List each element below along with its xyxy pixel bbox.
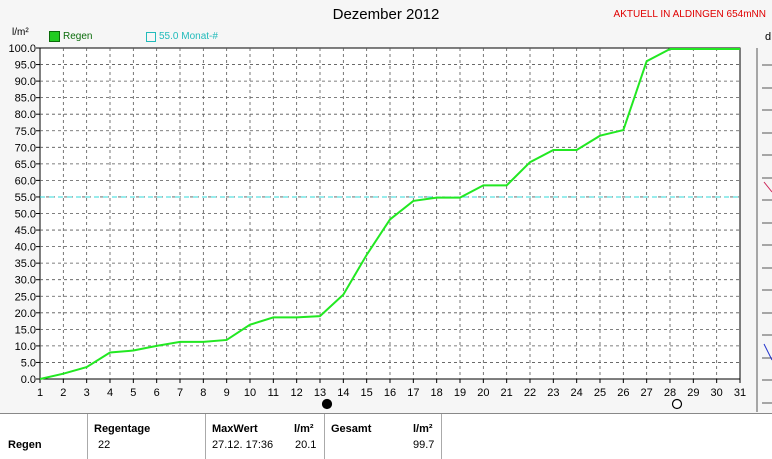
y-tick-label: 15.0: [15, 324, 36, 336]
y-tick-label: 25.0: [15, 291, 36, 303]
table-divider: [205, 414, 206, 459]
y-tick-label: 75.0: [15, 126, 36, 138]
table-row-label: Regen: [8, 439, 42, 451]
x-tick-label: 15: [361, 387, 373, 399]
x-tick-label: 17: [407, 387, 419, 399]
x-tick-label: 24: [571, 387, 583, 399]
y-tick-label: 30.0: [15, 275, 36, 287]
x-tick-label: 8: [200, 387, 206, 399]
x-axis-ticks: 1 2 3 4 5 6 7 8 9 10 11 12 13 14 15 16 17 18 19 20 21 22 23 24 2…: [37, 379, 746, 399]
filled-circle-marker: [321, 398, 333, 410]
right-edge-mark-red: [763, 181, 772, 193]
y-tick-label: 60.0: [15, 175, 36, 187]
x-tick-label: 18: [431, 387, 443, 399]
x-tick-label: 16: [384, 387, 396, 399]
x-tick-label: 19: [454, 387, 466, 399]
y-tick-label: 0.0: [21, 374, 36, 386]
x-tick-label: 9: [224, 387, 230, 399]
x-tick-label: 27: [641, 387, 653, 399]
x-tick-label: 12: [291, 387, 303, 399]
y-tick-label: 70.0: [15, 142, 36, 154]
y-tick-label: 10.0: [15, 341, 36, 353]
x-tick-label: 2: [60, 387, 66, 399]
legend-monat: 55.0 Monat-#: [146, 31, 218, 42]
y-tick-label: 95.0: [15, 60, 36, 72]
x-tick-label: 22: [524, 387, 536, 399]
regentage-value: 22: [98, 439, 111, 451]
table-divider: [441, 414, 442, 459]
x-tick-label: 1: [37, 387, 43, 399]
x-tick-label: 31: [734, 387, 746, 399]
gesamt-unit: l/m²: [413, 423, 433, 435]
x-tick-label: 5: [130, 387, 136, 399]
open-circle-marker: [671, 398, 683, 410]
table-divider: [87, 414, 88, 459]
y-tick-label: 35.0: [15, 258, 36, 270]
x-tick-label: 26: [617, 387, 629, 399]
maxwert-value: 20.1: [295, 439, 317, 451]
y-tick-label: 20.0: [15, 308, 36, 320]
regentage-header: Regentage: [94, 423, 151, 435]
x-tick-label: 21: [501, 387, 513, 399]
x-tick-label: 30: [711, 387, 723, 399]
right-edge-ticks: [762, 64, 772, 404]
x-tick-label: 29: [687, 387, 699, 399]
summary-table: Regen Regentage 22 MaxWert l/m² 27.12. 1…: [0, 413, 772, 459]
y-tick-label: 80.0: [15, 109, 36, 121]
y-tick-label: 90.0: [15, 76, 36, 88]
x-tick-label: 28: [664, 387, 676, 399]
y-tick-label: 40.0: [15, 242, 36, 254]
chart-title: Dezember 2012: [332, 6, 440, 23]
regen-series-line: [39, 47, 740, 380]
x-tick-label: 20: [477, 387, 489, 399]
y-tick-label: 45.0: [15, 225, 36, 237]
y-axis-unit: l/m²: [12, 27, 29, 38]
table-divider: [324, 414, 325, 459]
location-label: AKTUELL IN ALDINGEN 654mNN: [613, 9, 766, 20]
y-axis-ticks: 0.0 5.0 10.0 15.0 20.0 25.0 30.0 35.0 40.0 45.0 50…: [8, 43, 40, 386]
y-tick-label: 5.0: [21, 357, 36, 369]
x-tick-label: 10: [244, 387, 256, 399]
right-panel-glyph: d: [765, 31, 772, 43]
y-tick-label: 50.0: [15, 209, 36, 221]
y-tick-label: 85.0: [15, 93, 36, 105]
day-markers: [321, 398, 683, 410]
grid-lines: [40, 48, 740, 379]
x-tick-label: 23: [547, 387, 559, 399]
x-tick-label: 7: [177, 387, 183, 399]
x-tick-label: 14: [337, 387, 349, 399]
legend-regen-swatch: [49, 31, 60, 42]
x-tick-label: 3: [84, 387, 90, 399]
x-tick-label: 13: [314, 387, 326, 399]
legend-monat-label: 55.0 Monat-#: [159, 31, 218, 42]
x-tick-label: 6: [154, 387, 160, 399]
y-tick-label: 65.0: [15, 159, 36, 171]
legend-regen-label: Regen: [63, 31, 93, 42]
y-tick-label: 55.0: [15, 192, 36, 204]
gesamt-value: 99.7: [413, 439, 435, 451]
x-tick-label: 4: [107, 387, 113, 399]
rain-chart: 0.0 5.0 10.0 15.0 20.0 25.0 30.0 35.0 40.0 45.0 50…: [8, 43, 772, 412]
x-tick-label: 25: [594, 387, 606, 399]
legend-regen: Regen: [49, 31, 92, 42]
maxwert-header: MaxWert: [212, 423, 258, 435]
maxwert-unit: l/m²: [294, 423, 314, 435]
legend-monat-swatch: [146, 31, 156, 42]
y-tick-label: 100.0: [8, 43, 36, 55]
right-edge-mark-blue: [763, 343, 772, 361]
x-tick-label: 11: [268, 387, 279, 399]
maxwert-time: 27.12. 17:36: [212, 439, 274, 451]
gesamt-header: Gesamt: [331, 423, 372, 435]
